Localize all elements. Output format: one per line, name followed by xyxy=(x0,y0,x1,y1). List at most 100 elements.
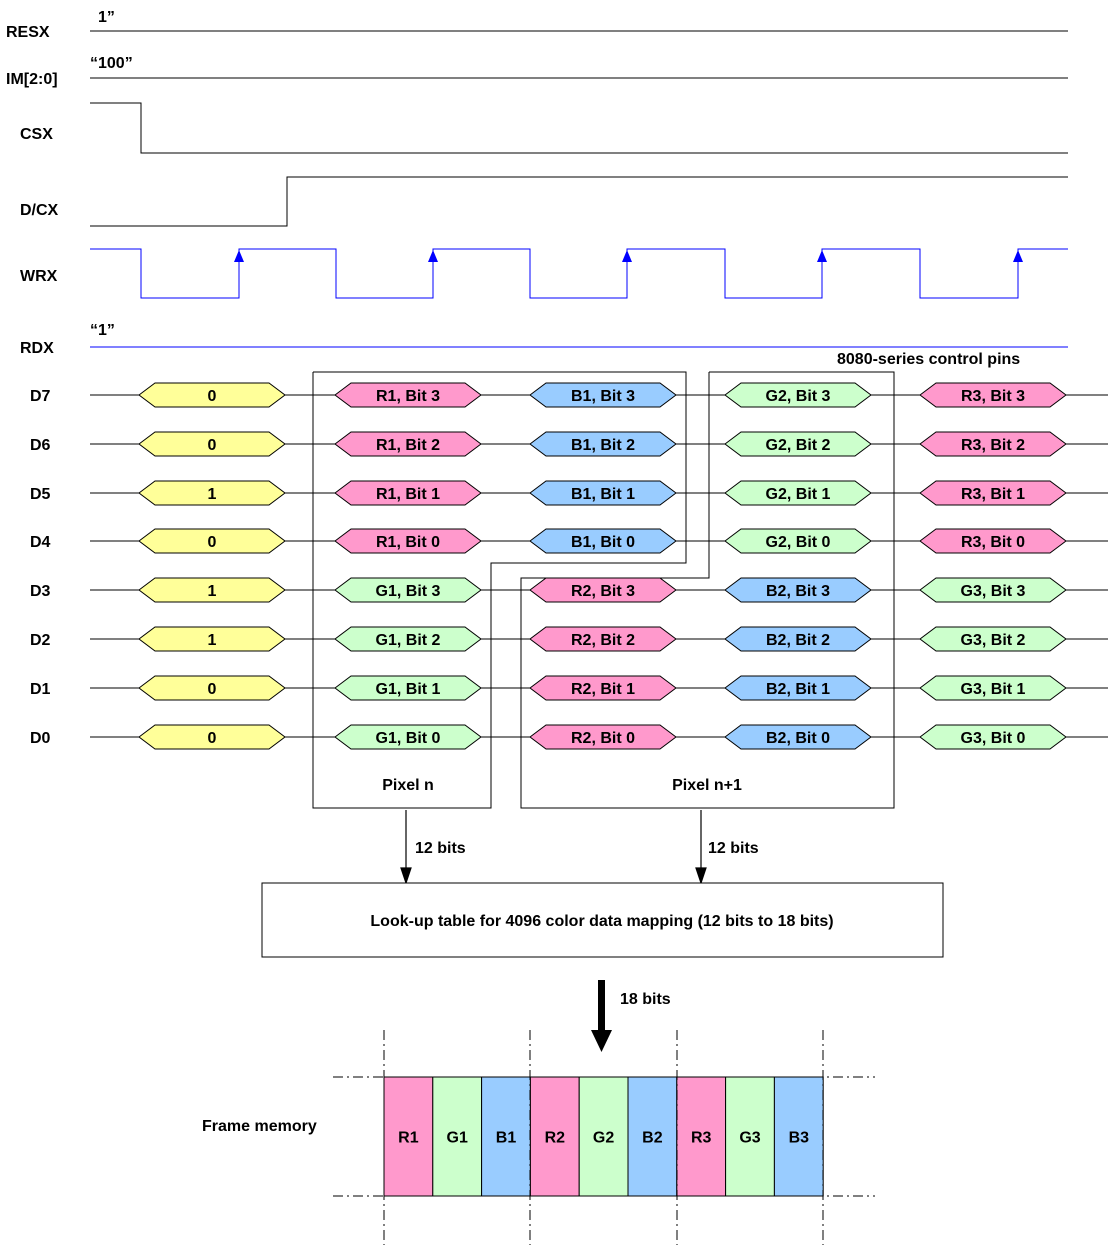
data-cell-shape xyxy=(919,382,1067,408)
dcx-waveform xyxy=(90,176,1068,227)
pin-label-im: IM[2:0] xyxy=(6,71,58,88)
data-cell-value: 0 xyxy=(208,730,217,747)
data-cell-value: G1, Bit 1 xyxy=(376,681,441,698)
data-cell-shape xyxy=(919,431,1067,457)
data-cell-shape xyxy=(334,577,482,603)
pixel-n1-arrow-head xyxy=(695,867,707,885)
data-cell-value: B2, Bit 2 xyxy=(766,632,830,649)
data-cell-value: 1 xyxy=(208,486,217,503)
wrx-edge-arrow xyxy=(817,250,827,262)
resx-level-value: 1” xyxy=(98,9,115,26)
frame-memory-cell-label: G1 xyxy=(447,1130,468,1147)
data-cell-value: B1, Bit 2 xyxy=(571,437,635,454)
data-cell-shape xyxy=(724,382,872,408)
frame-memory-cell xyxy=(627,1076,678,1197)
lut-label: Look-up table for 4096 color data mappin… xyxy=(370,913,833,930)
data-cell-shape xyxy=(724,431,872,457)
data-cell-shape xyxy=(138,577,286,603)
control-waveforms xyxy=(90,30,1068,227)
data-line-d0: D0 0 G1, Bit 0 R2, Bit 0 B2, Bit 0 G3, Bit 0 xyxy=(30,724,1108,750)
frame-memory-cell xyxy=(578,1076,629,1197)
data-cell-value: R1, Bit 3 xyxy=(376,388,440,405)
lut-to-memory-arrow xyxy=(591,980,612,1052)
data-line-d5: D5 1 R1, Bit 1 B1, Bit 1 G2, Bit 1 R3, Bit 1 xyxy=(30,480,1108,506)
data-line-d6: D6 0 R1, Bit 2 B1, Bit 2 G2, Bit 2 R3, Bit 2 xyxy=(30,431,1108,457)
wrx-rising-edge-arrows xyxy=(234,250,1023,262)
data-cell-value: G2, Bit 2 xyxy=(766,437,831,454)
lut-to-memory-arrow-shaft xyxy=(598,980,605,1034)
data-cell-shape xyxy=(529,577,677,603)
data-cell-shape xyxy=(138,382,286,408)
data-cell-value: 0 xyxy=(208,388,217,405)
data-cell-shape xyxy=(138,431,286,457)
data-cell-value: R3, Bit 0 xyxy=(961,534,1025,551)
data-line-label: D4 xyxy=(30,534,51,551)
pin-label-csx: CSX xyxy=(20,126,53,143)
data-line-label: D3 xyxy=(30,583,51,600)
data-cell-shape xyxy=(138,480,286,506)
frame-memory-cell-label: R2 xyxy=(545,1130,566,1147)
data-line-label: D2 xyxy=(30,632,51,649)
data-cell-shape xyxy=(919,675,1067,701)
data-cell-shape xyxy=(529,480,677,506)
lut-box xyxy=(261,882,944,958)
data-cell-value: B2, Bit 3 xyxy=(766,583,830,600)
frame-memory-cell xyxy=(725,1076,775,1197)
wrx-edge-arrow xyxy=(428,250,438,262)
data-cell-value: G1, Bit 0 xyxy=(376,730,441,747)
frame-memory-guides xyxy=(333,1030,875,1245)
data-cell-value: B1, Bit 1 xyxy=(571,486,635,503)
data-cell-shape xyxy=(138,675,286,701)
frame-memory-cell xyxy=(383,1076,434,1197)
control-group-label: 8080-series control pins xyxy=(837,351,1020,368)
data-cell-value: 0 xyxy=(208,534,217,551)
frame-memory-row: R1 G1 B1 R2 G2 B2 R3 G3 B3 xyxy=(383,1076,824,1197)
pixel-n-label: Pixel n xyxy=(382,777,434,794)
data-cell-value: G1, Bit 3 xyxy=(376,583,441,600)
data-cell-shape xyxy=(529,528,677,554)
data-cell-value: G3, Bit 2 xyxy=(961,632,1026,649)
data-line-label: D1 xyxy=(30,681,51,698)
data-line-d4: D4 0 R1, Bit 0 B1, Bit 0 G2, Bit 0 R3, Bit 0 xyxy=(30,528,1108,554)
data-cell-value: R1, Bit 1 xyxy=(376,486,440,503)
lut-output-label: 18 bits xyxy=(620,991,671,1008)
pixel-n-arrow-head xyxy=(400,867,412,885)
data-line-label: D7 xyxy=(30,388,51,405)
data-cell-value: R2, Bit 0 xyxy=(571,730,635,747)
data-cell-value: B2, Bit 0 xyxy=(766,730,830,747)
frame-memory-cell-label: G2 xyxy=(593,1130,614,1147)
pixel-n1-box xyxy=(520,371,895,809)
data-cell-value: R2, Bit 3 xyxy=(571,583,635,600)
frame-memory-cell-label: B3 xyxy=(789,1130,810,1147)
frame-memory-label: Frame memory xyxy=(202,1118,317,1135)
pixel-to-lut-arrows xyxy=(400,810,707,885)
frame-memory-cell-label: G3 xyxy=(739,1130,760,1147)
csx-waveform xyxy=(90,102,1068,154)
pin-label-resx: RESX xyxy=(6,24,50,41)
data-cell-shape xyxy=(724,626,872,652)
pixel-n-bits-label: 12 bits xyxy=(415,840,466,857)
data-cell-shape xyxy=(919,724,1067,750)
wrx-edge-arrow xyxy=(234,250,244,262)
pin-label-wrx: WRX xyxy=(20,268,58,285)
data-cell-value: B1, Bit 0 xyxy=(571,534,635,551)
data-cell-shape xyxy=(334,626,482,652)
data-cell-shape xyxy=(919,528,1067,554)
data-cell-value: R2, Bit 2 xyxy=(571,632,635,649)
pixel-group-boxes xyxy=(312,371,895,809)
data-cell-value: R3, Bit 1 xyxy=(961,486,1025,503)
data-line-label: D5 xyxy=(30,486,51,503)
data-cell-shape xyxy=(334,480,482,506)
data-line-label: D6 xyxy=(30,437,51,454)
frame-memory-cell xyxy=(481,1076,531,1197)
data-cell-shape xyxy=(919,626,1067,652)
data-cell-value: G3, Bit 3 xyxy=(961,583,1026,600)
data-cell-shape xyxy=(724,724,872,750)
data-cell-shape xyxy=(138,724,286,750)
data-cell-shape xyxy=(919,577,1067,603)
pixel-n-box xyxy=(312,371,687,809)
frame-memory-cell-label: R1 xyxy=(398,1130,419,1147)
frame-memory-cell-label: B1 xyxy=(496,1130,517,1147)
data-cell-shape xyxy=(529,431,677,457)
